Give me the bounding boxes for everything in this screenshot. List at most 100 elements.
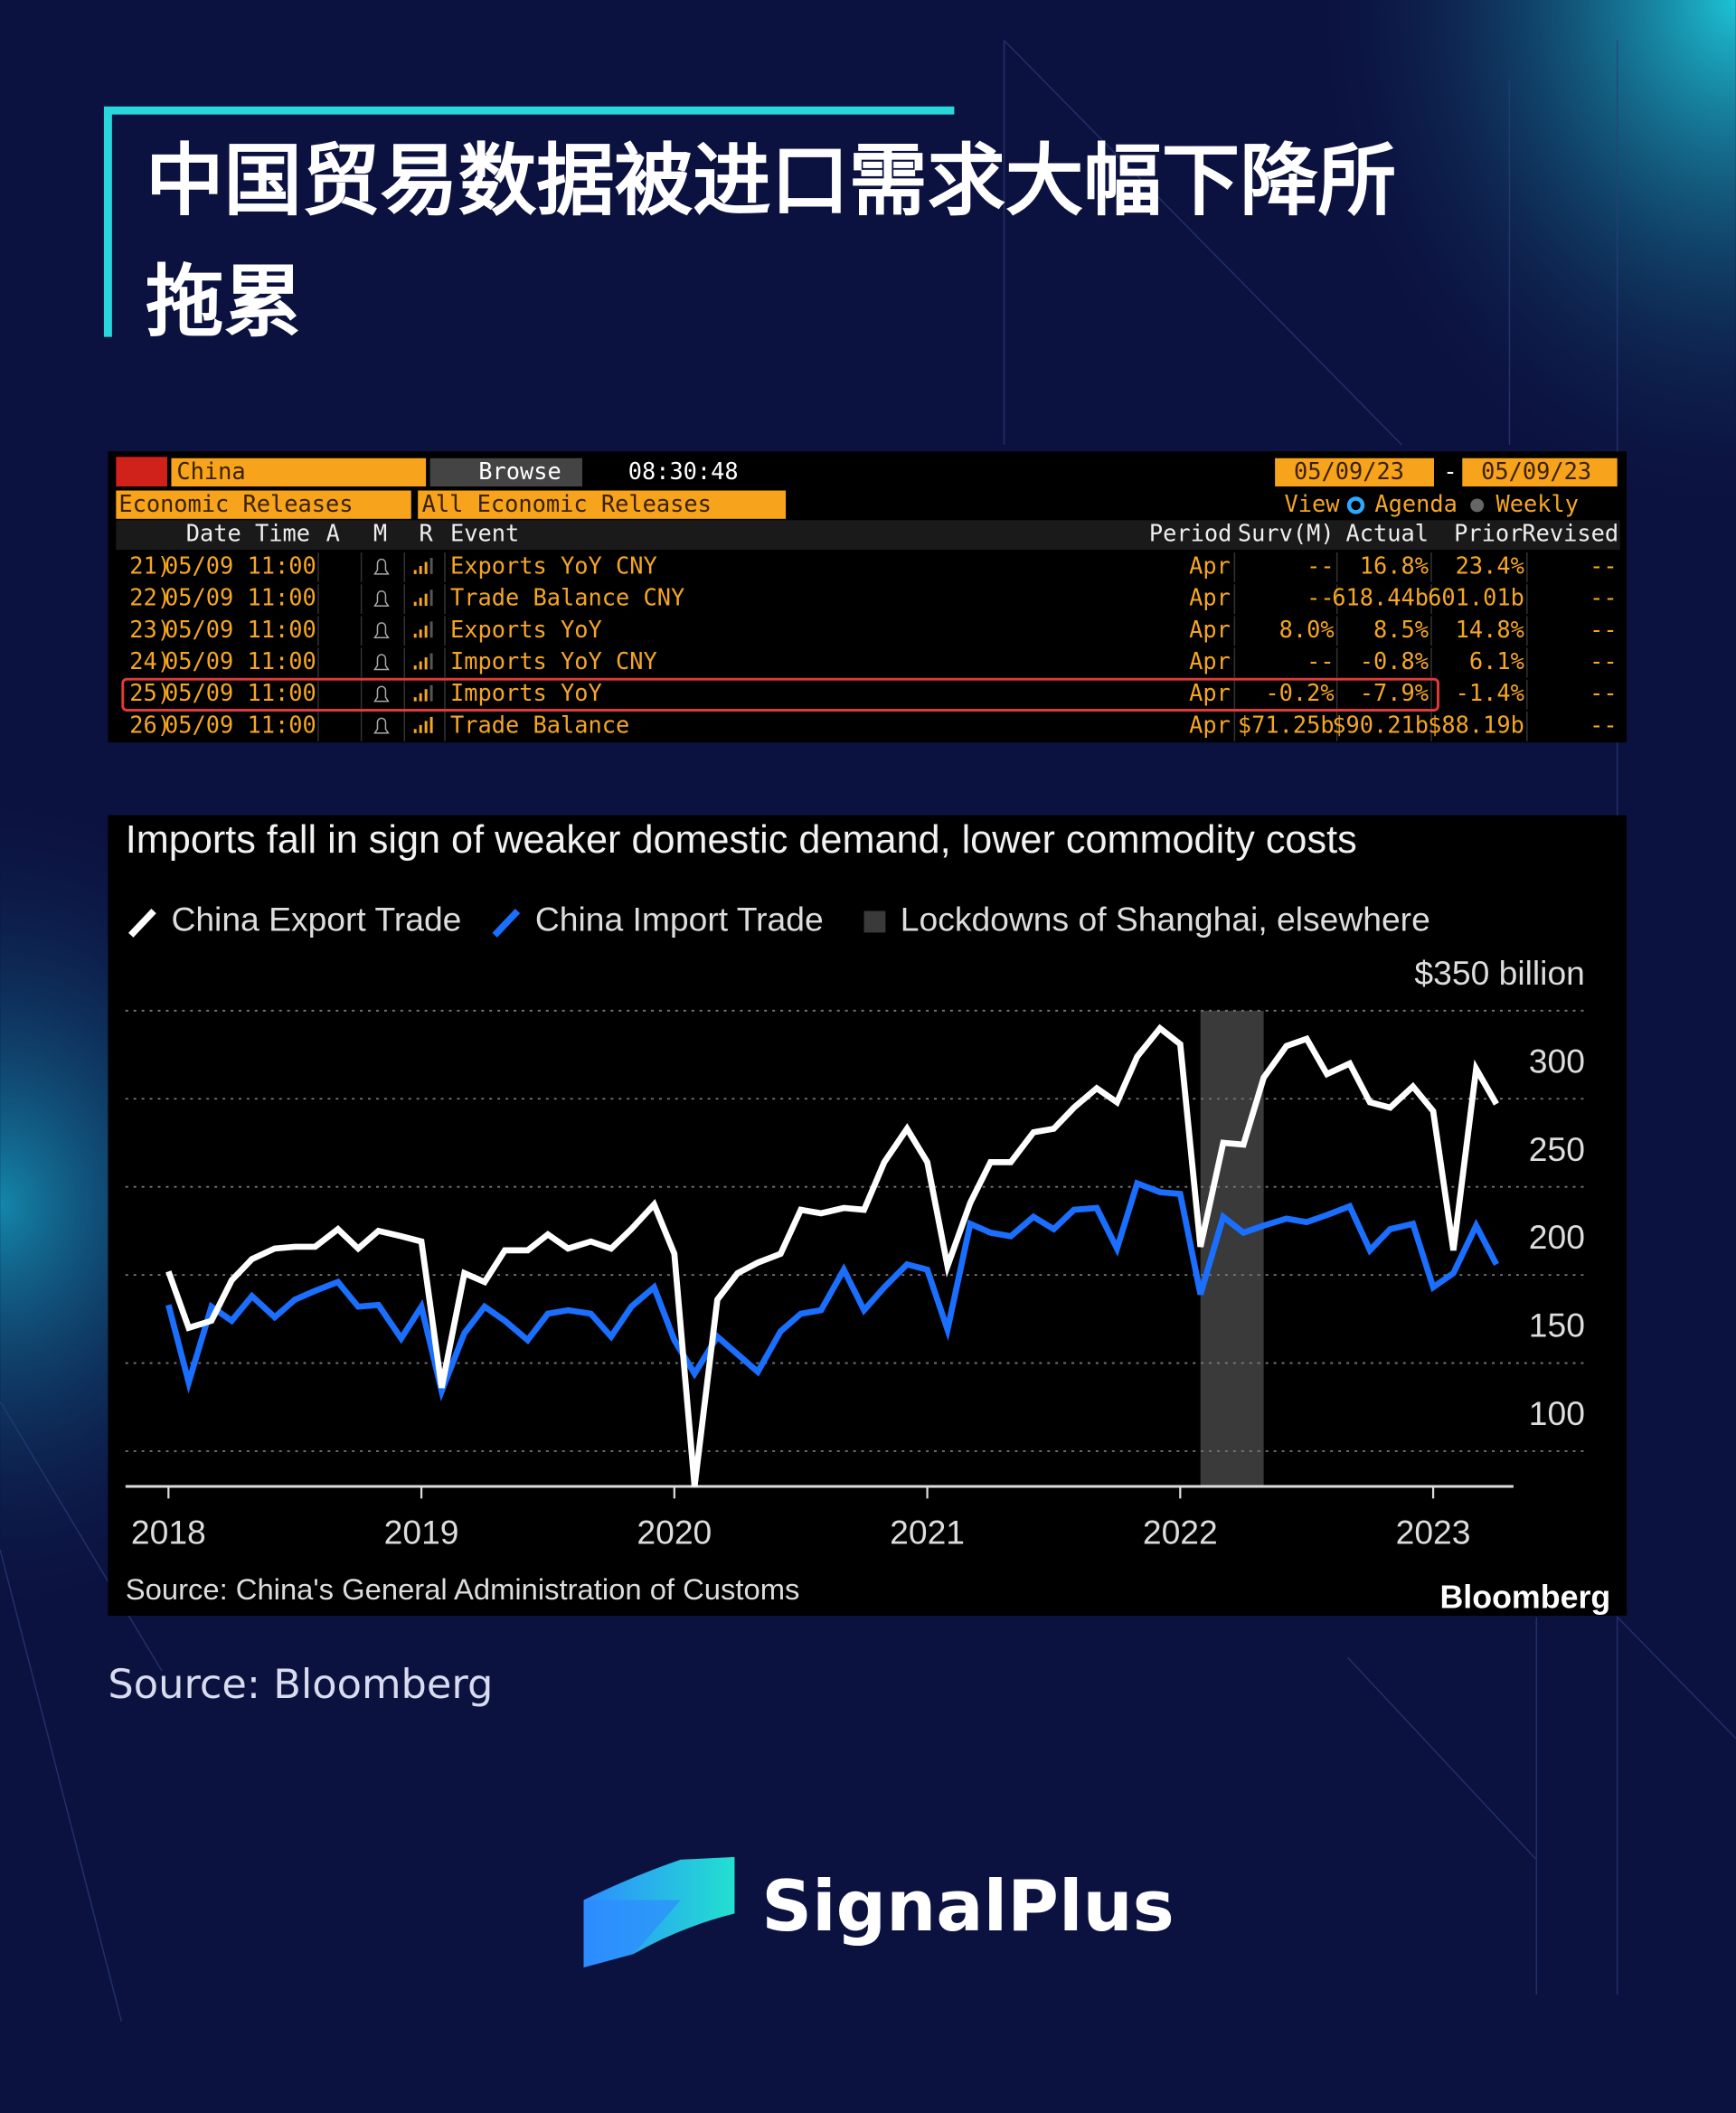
cell: 8.0% xyxy=(1279,616,1335,643)
header-band xyxy=(116,520,1620,551)
cell: 25) xyxy=(129,679,171,706)
terminal-table: China Browse 08:30:48 05/09/23-05/09/23Econ… xyxy=(108,451,1628,743)
cell: -1.4% xyxy=(1456,679,1524,706)
cell: -- xyxy=(1590,552,1618,579)
radio[interactable] xyxy=(1346,496,1365,514)
y-tick-label: 100 xyxy=(1529,1394,1585,1432)
y-tick-label: 250 xyxy=(1529,1130,1585,1168)
cell: -- xyxy=(1307,647,1335,674)
column-header: Prior xyxy=(1454,520,1523,547)
relevance-bar xyxy=(413,729,417,733)
cell: 618.44b xyxy=(1332,584,1429,611)
column-header: Actual xyxy=(1346,520,1429,547)
column-header: Revised xyxy=(1522,520,1618,547)
cell: 6.1% xyxy=(1469,647,1524,674)
cell: -- xyxy=(1307,584,1335,611)
field xyxy=(171,458,427,487)
relevance-bar xyxy=(429,590,433,607)
cell: 8.5% xyxy=(1373,616,1429,643)
y-tick-label: 150 xyxy=(1529,1306,1585,1344)
field-text: China xyxy=(176,458,245,485)
cell: Exports YoY CNY xyxy=(450,552,657,579)
column-header: Period xyxy=(1149,520,1232,547)
button-text: Browse xyxy=(478,458,561,485)
relevance-bar xyxy=(419,661,422,670)
dropdown[interactable] xyxy=(418,490,787,519)
button[interactable] xyxy=(429,458,583,487)
radio-label: Agenda xyxy=(1374,490,1458,517)
column-header: A xyxy=(326,520,340,547)
column-header: M xyxy=(373,520,387,547)
relevance-bar xyxy=(424,593,428,607)
cell: Apr xyxy=(1189,584,1231,611)
cell: -7.9% xyxy=(1360,679,1429,706)
series-line xyxy=(165,1023,1499,1487)
relevance-bar xyxy=(429,653,433,670)
highlight xyxy=(121,677,1439,712)
cell: 24) xyxy=(129,647,171,674)
chart-source: Source: China's General Administration o… xyxy=(126,1572,800,1606)
cell: Apr xyxy=(1189,647,1231,674)
field-text: 05/09/23 xyxy=(1481,458,1591,485)
relevance-bar xyxy=(413,633,417,638)
relevance-bar xyxy=(419,724,422,733)
bell-icon xyxy=(373,590,390,607)
column-header: R xyxy=(420,520,434,547)
relevance-bar xyxy=(424,625,428,638)
logo-mark xyxy=(583,1856,735,1968)
relevance-bar xyxy=(429,716,433,733)
x-tick-label: 2019 xyxy=(384,1513,459,1551)
column-header: Event xyxy=(450,520,519,547)
x-tick-label: 2022 xyxy=(1143,1513,1218,1551)
radio[interactable] xyxy=(1470,498,1485,513)
cell: -0.2% xyxy=(1265,679,1334,706)
relevance-bar xyxy=(413,570,417,574)
cell: 05/09 11:00 xyxy=(165,616,316,643)
bell-icon xyxy=(373,685,390,703)
dropdown[interactable] xyxy=(116,490,411,519)
relevance-bar xyxy=(419,629,422,638)
clock: 08:30:48 xyxy=(628,458,739,485)
cell: 14.8% xyxy=(1456,616,1524,643)
cell: Imports YoY xyxy=(450,679,602,706)
title-line: 拖累 xyxy=(146,258,302,348)
y-tick-label: $350 billion xyxy=(1414,954,1584,992)
x-tick-label: 2021 xyxy=(890,1513,965,1551)
cell: 601.01b xyxy=(1428,584,1524,611)
cell: 16.8% xyxy=(1360,552,1429,579)
relevance-bar xyxy=(419,565,422,574)
lockdown-shade xyxy=(1200,1010,1264,1486)
cell: -- xyxy=(1307,552,1335,579)
field xyxy=(1275,458,1434,487)
chart: Imports fall in sign of weaker domestic … xyxy=(108,815,1628,1617)
column-header: Surv(M) xyxy=(1238,520,1335,547)
field xyxy=(1462,458,1618,487)
cell: 23) xyxy=(129,616,171,643)
legend-label: China Export Trade xyxy=(171,900,461,938)
cell: -- xyxy=(1590,616,1618,643)
relevance-bar xyxy=(424,561,428,574)
cell: 05/09 11:00 xyxy=(165,679,316,706)
relevance-bar xyxy=(413,697,417,702)
view-label: View xyxy=(1285,490,1341,517)
cell: $88.19b xyxy=(1428,711,1524,738)
dropdown-text: All Economic Releases xyxy=(422,490,712,517)
legend-label: China Import Trade xyxy=(535,900,824,938)
cell: -- xyxy=(1590,647,1618,674)
cell: $90.21b xyxy=(1332,711,1429,738)
title-frame xyxy=(103,106,955,337)
chart-title: Imports fall in sign of weaker domestic … xyxy=(126,818,1357,862)
cell: -0.8% xyxy=(1360,647,1429,674)
x-tick-label: 2020 xyxy=(637,1513,712,1551)
cell: Apr xyxy=(1189,711,1231,738)
relevance-bar xyxy=(429,558,433,574)
legend-label: Lockdowns of Shanghai, elsewhere xyxy=(901,900,1430,938)
brand: Bloomberg xyxy=(1439,1580,1610,1616)
legend-swatch xyxy=(128,908,156,938)
cell: -- xyxy=(1590,584,1618,611)
bell-icon xyxy=(373,558,390,575)
cell: -- xyxy=(1590,679,1618,706)
relevance-bar xyxy=(424,721,428,733)
source: Source: Bloomberg xyxy=(108,1660,493,1708)
